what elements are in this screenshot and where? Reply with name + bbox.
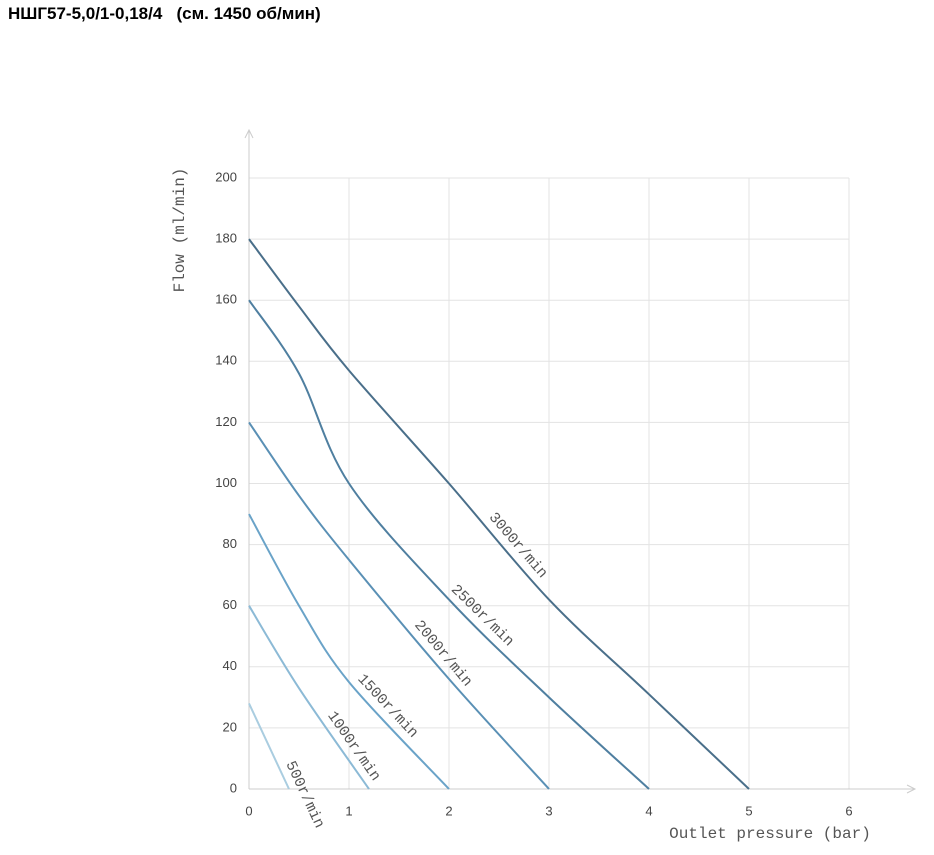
y-axis-label: Flow (ml/min)	[171, 168, 189, 293]
y-tick-label: 200	[215, 169, 237, 184]
curve-label: 3000r/min	[485, 509, 551, 581]
y-tick-label: 80	[223, 536, 237, 551]
y-tick-label: 160	[215, 292, 237, 307]
x-tick-label: 0	[245, 803, 252, 818]
y-axis	[244, 128, 254, 789]
y-tick-label: 60	[223, 597, 237, 612]
x-tick-label: 5	[745, 803, 752, 818]
flow-curve	[248, 421, 550, 790]
curve-label: 2500r/min	[447, 581, 517, 650]
flow-curve	[248, 299, 650, 790]
y-tick-label: 180	[215, 231, 237, 246]
x-tick-label: 3	[545, 803, 552, 818]
curve-label: 500r/min	[281, 759, 327, 831]
y-tick-label: 0	[230, 780, 237, 795]
y-tick-label: 20	[223, 719, 237, 734]
flow-curve	[248, 605, 370, 790]
x-tick-label: 1	[345, 803, 352, 818]
y-tick-label: 120	[215, 414, 237, 429]
flow-curve	[248, 238, 750, 790]
x-tick-label: 6	[845, 803, 852, 818]
x-tick-label: 2	[445, 803, 452, 818]
y-tick-label: 40	[223, 658, 237, 673]
curve-label: 1000r/min	[323, 708, 383, 784]
x-tick-label: 4	[645, 803, 652, 818]
page-title: НШГ57-5,0/1-0,18/4 (см. 1450 об/мин)	[8, 4, 321, 23]
x-axis	[249, 784, 917, 794]
flow-curve	[248, 703, 290, 790]
y-tick-label: 140	[215, 353, 237, 368]
curve-label: 1500r/min	[354, 671, 422, 742]
curve-label: 2000r/min	[410, 617, 475, 690]
flow-curve	[248, 513, 450, 790]
x-axis-label: Outlet pressure (bar)	[669, 825, 871, 843]
y-tick-label: 100	[215, 475, 237, 490]
